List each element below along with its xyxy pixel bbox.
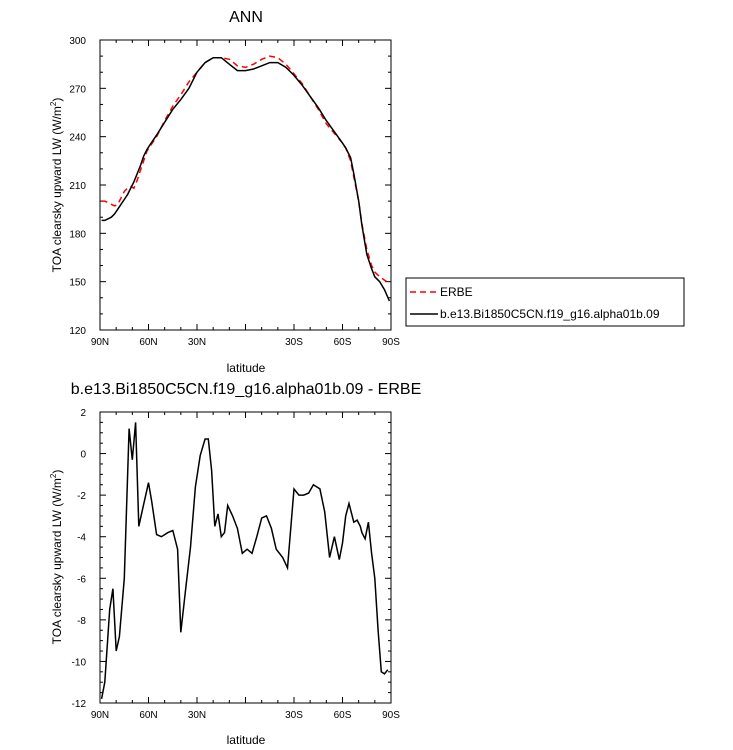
y-tick-label: 2 bbox=[80, 408, 86, 419]
bottom-series-lines bbox=[100, 422, 389, 699]
legend-label-model: b.e13.Bi1850C5CN.f19_g16.alpha01b.09 bbox=[440, 307, 660, 321]
x-tick-label: 60S bbox=[334, 710, 352, 721]
model-series-line bbox=[101, 56, 391, 302]
x-tick-label: 30N bbox=[188, 337, 206, 348]
bottom-y-axis-label: TOA clearsky upward LW (W/m2) bbox=[49, 470, 64, 645]
legend: ERBE b.e13.Bi1850C5CN.f19_g16.alpha01b.0… bbox=[405, 277, 685, 327]
legend-box bbox=[405, 277, 685, 327]
top-y-tick-labels: 120 150 180 210 240 270 300 bbox=[69, 36, 86, 337]
y-tick-label: 270 bbox=[69, 84, 86, 95]
x-tick-label: 90N bbox=[91, 337, 109, 348]
x-tick-label: 30S bbox=[285, 337, 303, 348]
top-tick-marks bbox=[99, 39, 392, 331]
x-tick-label: 90S bbox=[382, 337, 400, 348]
bottom-chart-title: b.e13.Bi1850C5CN.f19_g16.alpha01b.09 - E… bbox=[71, 381, 421, 398]
top-y-axis-label: TOA clearsky upward LW (W/m2) bbox=[49, 98, 64, 273]
top-chart-title: ANN bbox=[229, 9, 263, 26]
y-tick-label: 180 bbox=[69, 229, 86, 240]
y-tick-label: 210 bbox=[69, 181, 86, 192]
legend-label-erbe: ERBE bbox=[440, 285, 473, 299]
x-tick-label: 30S bbox=[285, 710, 303, 721]
y-tick-label: 150 bbox=[69, 278, 86, 289]
x-tick-label: 60N bbox=[139, 710, 157, 721]
top-plot-frame bbox=[99, 39, 392, 331]
y-tick-label: 240 bbox=[69, 133, 86, 144]
y-tick-label: 0 bbox=[80, 450, 86, 461]
y-tick-label: -4 bbox=[77, 533, 86, 544]
y-tick-label: -10 bbox=[72, 657, 87, 668]
erbe-series-line bbox=[101, 55, 390, 284]
x-tick-label: 60N bbox=[139, 337, 157, 348]
bottom-tick-marks bbox=[99, 411, 392, 704]
y-tick-label: -2 bbox=[77, 491, 86, 502]
y-tick-label: 300 bbox=[69, 36, 86, 47]
top-panel: ANN 90N 60N 30N 30S 60S 90S 120 150 180 210 240 27… bbox=[49, 9, 685, 375]
difference-series-line bbox=[100, 422, 389, 699]
x-tick-label: 60S bbox=[334, 337, 352, 348]
x-tick-label: 90N bbox=[91, 710, 109, 721]
y-tick-label: -12 bbox=[72, 699, 87, 710]
y-tick-label: -8 bbox=[77, 616, 86, 627]
top-x-axis-label: latitude bbox=[227, 361, 266, 375]
y-tick-label: -6 bbox=[77, 574, 86, 585]
top-x-tick-labels: 90N 60N 30N 30S 60S 90S bbox=[91, 337, 400, 348]
bottom-x-axis-label: latitude bbox=[227, 733, 266, 747]
bottom-y-tick-labels: -12 -10 -8 -6 -4 -2 0 2 bbox=[72, 408, 87, 710]
top-series-lines bbox=[101, 55, 391, 302]
x-tick-label: 30N bbox=[188, 710, 206, 721]
bottom-x-tick-labels: 90N 60N 30N 30S 60S 90S bbox=[91, 710, 400, 721]
bottom-plot-frame bbox=[99, 411, 392, 704]
y-tick-label: 120 bbox=[69, 326, 86, 337]
x-tick-label: 90S bbox=[382, 710, 400, 721]
bottom-panel: b.e13.Bi1850C5CN.f19_g16.alpha01b.09 - E… bbox=[49, 381, 421, 747]
